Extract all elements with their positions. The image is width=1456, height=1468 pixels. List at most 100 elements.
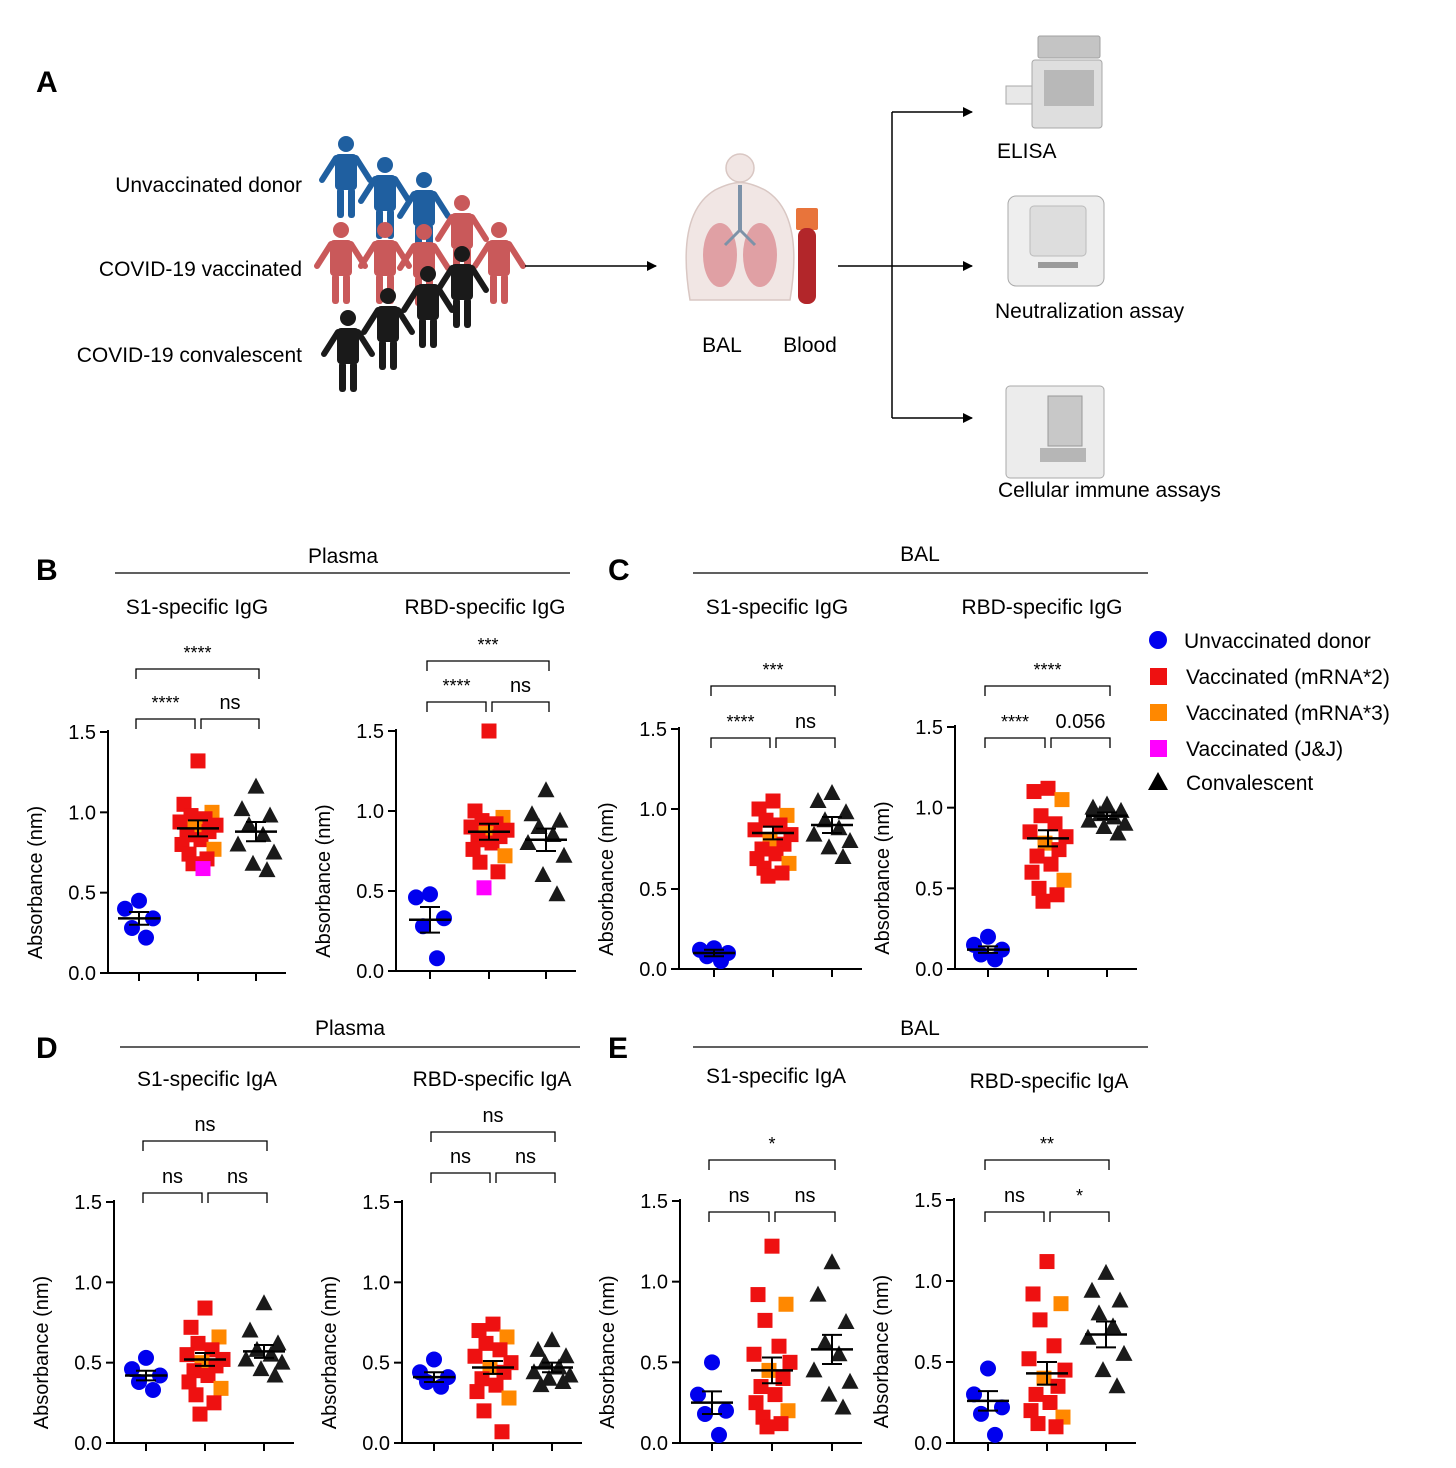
y-axis-label: Absorbance (nm)	[597, 1275, 619, 1428]
y-tick-label: 0.5	[74, 1353, 102, 1375]
y-tick-label: 1.5	[914, 1190, 942, 1212]
y-axis-label: Absorbance (nm)	[31, 1276, 53, 1429]
person-arm-left	[472, 241, 492, 269]
significance-bracket	[708, 1211, 770, 1222]
data-point-triangle	[830, 819, 848, 836]
data-point-square	[485, 1316, 501, 1332]
person-leg-left	[419, 318, 426, 348]
data-point-triangle	[233, 800, 251, 817]
data-point-triangle	[241, 1321, 259, 1338]
y-axis-label: Absorbance (nm)	[872, 801, 894, 954]
data-point-circle	[426, 1351, 442, 1368]
significance-label: ns	[482, 1105, 503, 1127]
person-leg-right	[430, 318, 437, 348]
person-arm-left	[397, 243, 417, 271]
data-point-triangle	[554, 1372, 572, 1389]
person-head	[377, 222, 393, 238]
data-point-triangle	[529, 1340, 547, 1357]
data-point-square	[1028, 1386, 1044, 1402]
legend-label-mrna2: Vaccinated (mRNA*2)	[1186, 666, 1390, 689]
data-point-circle	[429, 950, 445, 967]
data-point-square	[1056, 872, 1072, 888]
significance-bracket	[984, 1159, 1110, 1170]
data-point-square	[1040, 780, 1056, 796]
data-point-square	[1029, 848, 1045, 864]
significance-label: ns	[728, 1185, 749, 1207]
data-point-square	[1039, 1254, 1055, 1270]
data-point-triangle	[255, 1294, 273, 1311]
section-title-b: Plasma	[308, 545, 378, 568]
scatter-plot-c2: RBD-specific IgG 0.0 0.5 1.0 1.5 Absorbance (…	[872, 596, 1137, 981]
data-point-triangle	[537, 781, 555, 798]
data-point-square	[1046, 1338, 1062, 1354]
assay-label-cellular: Cellular immune assays	[998, 479, 1221, 502]
person-arm-left	[358, 176, 378, 204]
person-icon	[319, 136, 373, 218]
data-point-square	[768, 846, 784, 862]
person-arm-left	[314, 241, 334, 269]
data-point-square	[193, 832, 209, 848]
y-tick-label: 1.5	[640, 1191, 668, 1213]
person-torso	[374, 240, 396, 276]
data-point-circle	[973, 1405, 989, 1422]
person-leg-right	[390, 340, 397, 370]
data-point-square	[211, 1329, 227, 1345]
y-tick-label: 0.5	[915, 878, 943, 900]
data-point-triangle	[837, 1313, 855, 1329]
data-point-square	[481, 723, 497, 739]
person-arm-right	[431, 191, 451, 219]
significance-label: ***	[477, 635, 498, 655]
legend-square-marker-orange	[1150, 704, 1167, 721]
data-point-triangle	[261, 806, 279, 823]
data-point-circle	[711, 1426, 727, 1443]
person-arm-left	[319, 155, 339, 183]
y-tick-label: 1.5	[74, 1192, 102, 1214]
person-leg-left	[490, 274, 497, 304]
data-point-triangle	[273, 1353, 291, 1370]
data-point-triangle	[1094, 1361, 1112, 1378]
data-point-triangle	[1095, 818, 1113, 835]
data-point-circle	[124, 1361, 140, 1378]
person-icon	[321, 310, 375, 392]
data-point-triangle	[1079, 1328, 1097, 1345]
data-point-square	[774, 865, 790, 881]
person-icon	[472, 222, 526, 304]
person-leg-left	[337, 188, 344, 218]
data-point-triangle	[1080, 811, 1098, 828]
person-leg-right	[343, 274, 350, 304]
elisa-machine-icon	[1005, 35, 1103, 129]
person-arm-left	[397, 191, 417, 219]
legend-square-marker-magenta	[1150, 740, 1167, 757]
scatter-plot-c1: S1-specific IgG 0.0 0.5 1.0 1.5 Absorbance (n…	[596, 596, 862, 981]
significance-label: 0.056	[1055, 711, 1105, 733]
data-point-square	[469, 1384, 485, 1400]
data-point-circle	[987, 951, 1003, 968]
person-head	[340, 310, 356, 326]
significance-label: ns	[162, 1166, 183, 1188]
data-point-triangle	[809, 792, 827, 808]
significance-bracket	[708, 1159, 836, 1170]
scatter-plot-d2: RBD-specific IgA 0.0 0.5 1.0 1.5 Absorbance (…	[319, 1068, 582, 1455]
data-point-triangle	[247, 777, 265, 794]
y-tick-label: 0.5	[639, 879, 667, 901]
data-point-square	[474, 1371, 490, 1387]
data-point-triangle	[229, 835, 247, 852]
data-point-square	[760, 868, 776, 884]
data-point-circle	[987, 1426, 1003, 1443]
plot-title: S1-specific IgA	[706, 1065, 846, 1088]
section-title-d: Plasma	[315, 1017, 385, 1040]
cellular-machine-icon	[1005, 385, 1105, 479]
data-point-triangle	[1097, 1263, 1115, 1280]
person-icon	[361, 288, 415, 370]
data-point-square	[759, 1419, 775, 1435]
significance-bracket	[142, 1192, 203, 1203]
blood-tube-icon	[796, 208, 818, 304]
person-arm-left	[321, 329, 341, 357]
person-head	[333, 222, 349, 238]
data-point-triangle	[557, 1347, 575, 1364]
person-head	[416, 172, 432, 188]
sample-label-blood: Blood	[783, 334, 837, 357]
data-point-square	[183, 1319, 199, 1335]
person-arm-right	[506, 241, 526, 269]
data-point-square	[195, 861, 211, 877]
